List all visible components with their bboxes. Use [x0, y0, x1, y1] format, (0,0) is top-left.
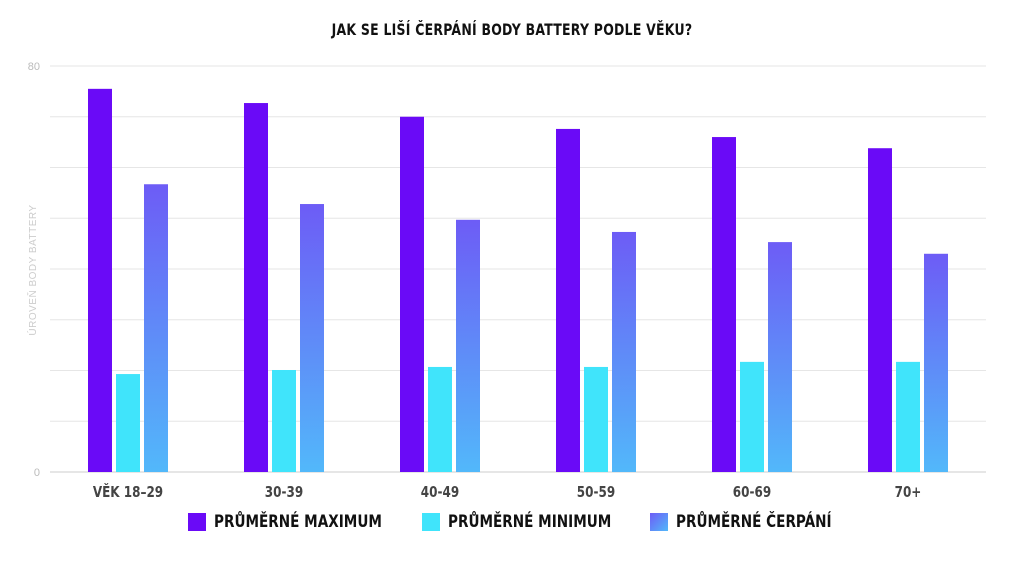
x-tick-label: VĚK 18–29	[93, 483, 163, 502]
bar-drain	[924, 253, 948, 472]
legend-label-drain: PRŮMĚRNÉ ČERPÁNÍ	[675, 512, 832, 532]
bar-maximum	[244, 103, 268, 473]
legend-label-maximum: PRŮMĚRNÉ MAXIMUM	[213, 512, 382, 532]
bar-minimum	[116, 374, 140, 472]
bar-minimum	[584, 366, 608, 472]
bar-drain	[456, 219, 480, 472]
bar-maximum	[400, 116, 424, 472]
legend: PRŮMĚRNÉ MAXIMUM PRŮMĚRNÉ MINIMUM PRŮMĚR…	[0, 512, 1024, 532]
legend-swatch-maximum	[187, 513, 206, 531]
y-axis-label: ÚROVEŇ BODY BATTERY	[26, 204, 39, 335]
legend-item-maximum: PRŮMĚRNÉ MAXIMUM	[187, 512, 390, 532]
bar-minimum	[896, 361, 920, 472]
x-tick-label: 30-39	[265, 484, 303, 502]
bar-drain	[144, 184, 168, 472]
bar-maximum	[712, 137, 736, 473]
legend-swatch-drain	[649, 513, 668, 531]
legend-label-minimum: PRŮMĚRNÉ MINIMUM	[447, 512, 611, 532]
bar-drain	[300, 204, 324, 473]
legend-item-drain: PRŮMĚRNÉ ČERPÁNÍ	[649, 512, 837, 532]
x-tick-label: 40-49	[421, 484, 459, 502]
chart-title: JAK SE LIŠÍ ČERPÁNÍ BODY BATTERY PODLE V…	[331, 20, 693, 39]
x-tick-label: 60-69	[733, 484, 771, 502]
legend-item-minimum: PRŮMĚRNÉ MINIMUM	[421, 512, 618, 532]
bar-maximum	[868, 148, 892, 472]
bar-maximum	[88, 88, 112, 473]
bar-maximum	[556, 128, 580, 472]
bar-minimum	[272, 369, 296, 472]
y-tick-0: 0	[34, 467, 40, 479]
x-tick-label: 50-59	[577, 484, 615, 502]
legend-swatch-minimum	[421, 513, 440, 531]
bar-drain	[768, 242, 792, 472]
x-tick-label: 70+	[895, 484, 922, 502]
bar-drain	[612, 231, 636, 472]
y-tick-80: 80	[28, 61, 40, 73]
bar-minimum	[428, 366, 452, 472]
bar-minimum	[740, 361, 764, 472]
